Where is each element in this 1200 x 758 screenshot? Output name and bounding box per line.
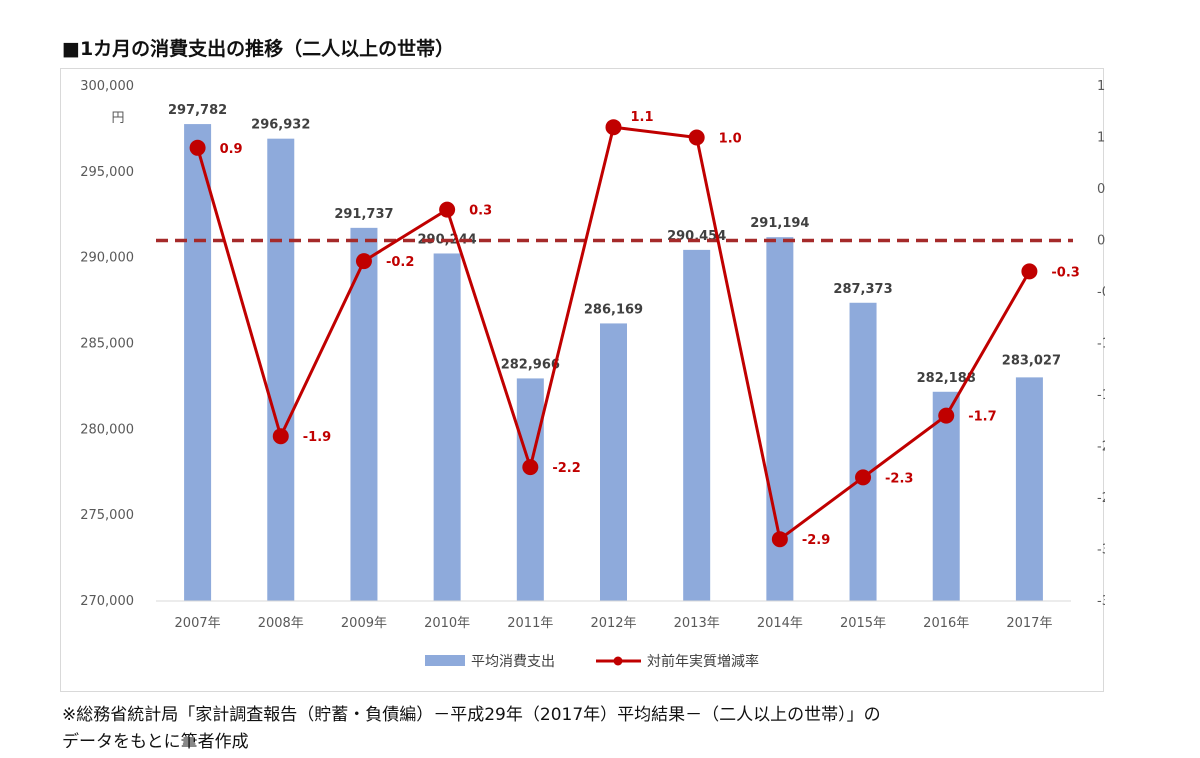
x-axis-tick-label: 2010年	[424, 616, 470, 631]
line-data-label: -1.7	[968, 410, 996, 425]
bar-series: 297,782296,932291,737290,244282,966286,1…	[168, 103, 1061, 602]
chart-frame: 270,000 275,000 280,000 285,000 290,000 295,0…	[60, 68, 1105, 692]
right-axis-tick-label: -3.5	[1097, 594, 1105, 609]
x-axis-tick-label: 2008年	[258, 616, 304, 631]
bar	[849, 302, 877, 601]
line-point	[855, 469, 872, 486]
bar	[184, 124, 212, 601]
line-data-label: 0.9	[220, 142, 243, 157]
right-axis-tick-label: -0.5	[1097, 285, 1105, 300]
legend-line-label: 対前年実質増減率	[647, 653, 759, 670]
bar-data-label: 282,966	[501, 357, 560, 372]
bar-data-label: 297,782	[168, 103, 227, 118]
left-axis-unit: 円	[111, 111, 124, 126]
bar	[516, 378, 544, 601]
right-axis-tick-label: -2.5	[1097, 491, 1105, 506]
left-axis-tick-label: 285,000	[80, 337, 134, 352]
bar	[267, 138, 295, 601]
right-axis-tick-label: 1.5	[1097, 79, 1105, 94]
line-point	[189, 139, 206, 156]
x-axis-tick-label: 2014年	[757, 616, 803, 631]
line-point	[605, 119, 622, 136]
x-axis-tick-label: 2011年	[507, 616, 553, 631]
legend-bar-label: 平均消費支出	[471, 654, 555, 670]
footnote-line-1: ※総務省統計局「家計調査報告（貯蓄・負債編）－平成29年（2017年）平均結果－…	[62, 705, 881, 725]
x-axis-tick-label: 2013年	[674, 616, 720, 631]
left-axis-tick-label: 300,000	[80, 79, 134, 94]
legend: 平均消費支出 対前年実質増減率	[425, 653, 759, 670]
x-axis-tick-label: 2012年	[590, 616, 636, 631]
left-axis-tick-label: 295,000	[80, 165, 134, 180]
x-axis-tick-label: 2016年	[923, 616, 969, 631]
bar	[350, 227, 378, 602]
line-point	[688, 129, 705, 146]
bar	[1015, 377, 1043, 601]
footnote-line-2: データをもとに筆者作成	[62, 732, 249, 752]
bar-data-label: 291,194	[750, 216, 809, 231]
left-axis: 270,000 275,000 280,000 285,000 290,000 295,0…	[80, 79, 134, 609]
left-axis-tick-label: 270,000	[80, 594, 134, 609]
bar	[683, 249, 711, 602]
line-data-label: 1.1	[631, 110, 654, 125]
bar-data-label: 282,188	[917, 371, 976, 386]
footnote: ※総務省統計局「家計調査報告（貯蓄・負債編）－平成29年（2017年）平均結果－…	[62, 702, 881, 756]
line-data-label: -0.2	[386, 255, 414, 270]
line-data-label: 0.3	[469, 204, 492, 219]
right-axis-tick-label: -3	[1097, 543, 1105, 558]
bar-data-label: 296,932	[251, 118, 310, 133]
bar	[433, 253, 461, 601]
right-axis-tick-label: -2	[1097, 440, 1105, 455]
chart-title: ■1カ月の消費支出の推移（二人以上の世帯）	[62, 38, 455, 60]
line-series: 0.9 -1.9 -0.2 0.3 -2.2 1.1 1.0 -2.9 -2.3 -1.7 -0.3	[189, 110, 1080, 548]
line-point	[771, 531, 788, 548]
right-axis-tick-label: -1	[1097, 337, 1105, 352]
left-axis-tick-label: 280,000	[80, 422, 134, 437]
line-point	[355, 253, 372, 270]
line-point	[272, 428, 289, 445]
legend-line-marker	[613, 656, 623, 666]
bar	[932, 391, 960, 601]
left-axis-tick-label: 290,000	[80, 251, 134, 266]
bar-data-label: 291,737	[334, 207, 393, 222]
line-data-label: -1.9	[303, 430, 331, 445]
line-data-label: -0.3	[1051, 265, 1079, 280]
right-axis-tick-label: 0.5	[1097, 182, 1105, 197]
left-axis-tick-label: 275,000	[80, 508, 134, 523]
combo-chart: 270,000 275,000 280,000 285,000 290,000 295,0…	[80, 79, 1105, 670]
line-point	[439, 201, 456, 218]
bar-data-label: 283,027	[1002, 353, 1061, 368]
right-axis-tick-label: 1	[1097, 131, 1105, 146]
x-axis-tick-label: 2017年	[1006, 616, 1052, 631]
x-axis-tick-label: 2015年	[840, 616, 886, 631]
line-data-label: 1.0	[719, 132, 742, 147]
legend-bar-swatch	[425, 655, 465, 666]
bar-data-label: 286,169	[584, 302, 643, 317]
line-point	[938, 407, 955, 424]
line-data-label: -2.3	[885, 471, 913, 486]
line-data-label: -2.9	[802, 533, 830, 548]
line-data-label: -2.2	[552, 461, 580, 476]
right-axis-tick-label: 0	[1097, 234, 1105, 249]
x-axis: 2007年 2008年 2009年 2010年 2011年 2012年 2013年 2014年…	[156, 600, 1071, 631]
x-axis-tick-label: 2009年	[341, 616, 387, 631]
bar-data-label: 287,373	[833, 282, 892, 297]
x-axis-tick-label: 2007年	[175, 616, 221, 631]
bar	[600, 323, 627, 601]
line-point	[1021, 263, 1038, 280]
line-point	[522, 459, 539, 476]
right-axis: -3.5-3-2.5-2-1.5-1-0.500.511.5%	[1097, 79, 1105, 609]
right-axis-tick-label: -1.5	[1097, 388, 1105, 403]
